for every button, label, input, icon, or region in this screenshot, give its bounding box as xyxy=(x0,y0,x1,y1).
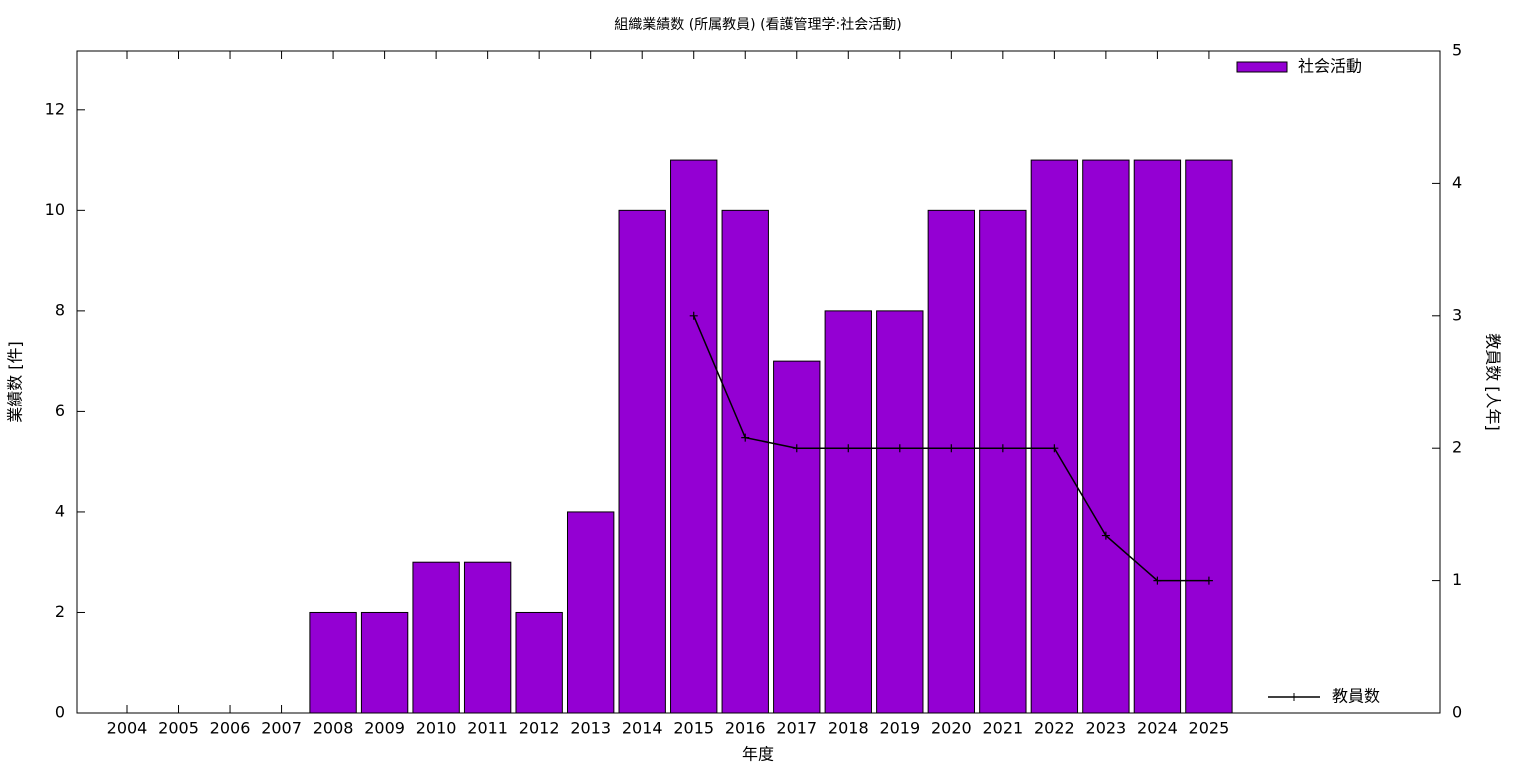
point xyxy=(998,444,1007,453)
x-tick-label: 2004 xyxy=(107,719,148,738)
point xyxy=(947,444,956,453)
bar xyxy=(876,310,924,714)
x-tick-label: 2023 xyxy=(1086,719,1127,738)
y2-tick-label: 3 xyxy=(1452,305,1462,324)
y2-tick-label: 1 xyxy=(1452,570,1462,589)
bar xyxy=(721,209,769,714)
legend-swatch xyxy=(1236,61,1288,73)
x-tick-label: 2015 xyxy=(673,719,714,738)
legend-marker xyxy=(1290,693,1298,701)
bar xyxy=(927,209,976,714)
x-tick-label: 2018 xyxy=(828,719,869,738)
y2-tick-label: 2 xyxy=(1452,438,1462,457)
bar xyxy=(824,310,872,714)
bar xyxy=(566,511,615,714)
bar xyxy=(360,611,409,714)
x-tick-label: 2009 xyxy=(364,719,405,738)
point xyxy=(741,433,750,442)
y-tick-label: 8 xyxy=(55,300,65,319)
x-tick-label: 2005 xyxy=(158,719,199,738)
bar xyxy=(670,159,718,714)
x-tick-label: 2006 xyxy=(210,719,251,738)
x-tick-label: 2014 xyxy=(622,719,663,738)
y-tick-label: 10 xyxy=(45,200,65,219)
point xyxy=(1101,531,1110,540)
point xyxy=(792,444,801,453)
bar xyxy=(773,360,821,714)
point xyxy=(1050,444,1059,453)
y-tick-label: 4 xyxy=(55,501,65,520)
legend-label: 社会活動 xyxy=(1298,57,1362,76)
y2-tick-label: 5 xyxy=(1452,41,1462,60)
bar xyxy=(412,561,460,714)
y2-tick-label: 0 xyxy=(1452,703,1462,722)
point xyxy=(689,311,698,320)
bar xyxy=(1082,159,1130,714)
x-tick-label: 2020 xyxy=(931,719,972,738)
x-tick-label: 2011 xyxy=(467,719,508,738)
bar xyxy=(1133,159,1182,714)
y-tick-label: 12 xyxy=(45,99,65,118)
x-tick-label: 2012 xyxy=(519,719,560,738)
y2-axis-label: 教員数 [人年] xyxy=(1484,333,1503,431)
x-tick-label: 2025 xyxy=(1189,719,1230,738)
x-tick-label: 2019 xyxy=(879,719,920,738)
plot-frame xyxy=(76,50,1441,714)
point xyxy=(844,444,853,453)
point xyxy=(895,444,904,453)
bar xyxy=(618,209,666,714)
y-axis-label: 業績数 [件] xyxy=(6,341,25,423)
y-tick-label: 2 xyxy=(55,602,65,621)
bar xyxy=(979,209,1027,714)
bar xyxy=(515,611,563,714)
x-tick-label: 2017 xyxy=(776,719,817,738)
x-tick-label: 2010 xyxy=(416,719,457,738)
x-tick-label: 2024 xyxy=(1137,719,1178,738)
x-tick-label: 2013 xyxy=(570,719,611,738)
bar xyxy=(1030,159,1079,714)
x-tick-label: 2008 xyxy=(313,719,354,738)
y-tick-label: 6 xyxy=(55,401,65,420)
x-axis-label: 年度 xyxy=(742,745,774,764)
point xyxy=(1204,576,1213,585)
x-tick-label: 2007 xyxy=(261,719,302,738)
y-tick-label: 0 xyxy=(55,703,65,722)
legend-label: 教員数 xyxy=(1332,687,1380,706)
x-tick-label: 2021 xyxy=(982,719,1023,738)
x-tick-label: 2022 xyxy=(1034,719,1075,738)
bar xyxy=(463,561,512,714)
bar xyxy=(309,611,357,714)
chart-title: 組織業績数 (所属教員) (看護管理学:社会活動) xyxy=(614,17,901,33)
bar xyxy=(1185,159,1233,714)
y2-tick-label: 4 xyxy=(1452,173,1462,192)
point xyxy=(1153,576,1162,585)
x-tick-label: 2016 xyxy=(725,719,766,738)
